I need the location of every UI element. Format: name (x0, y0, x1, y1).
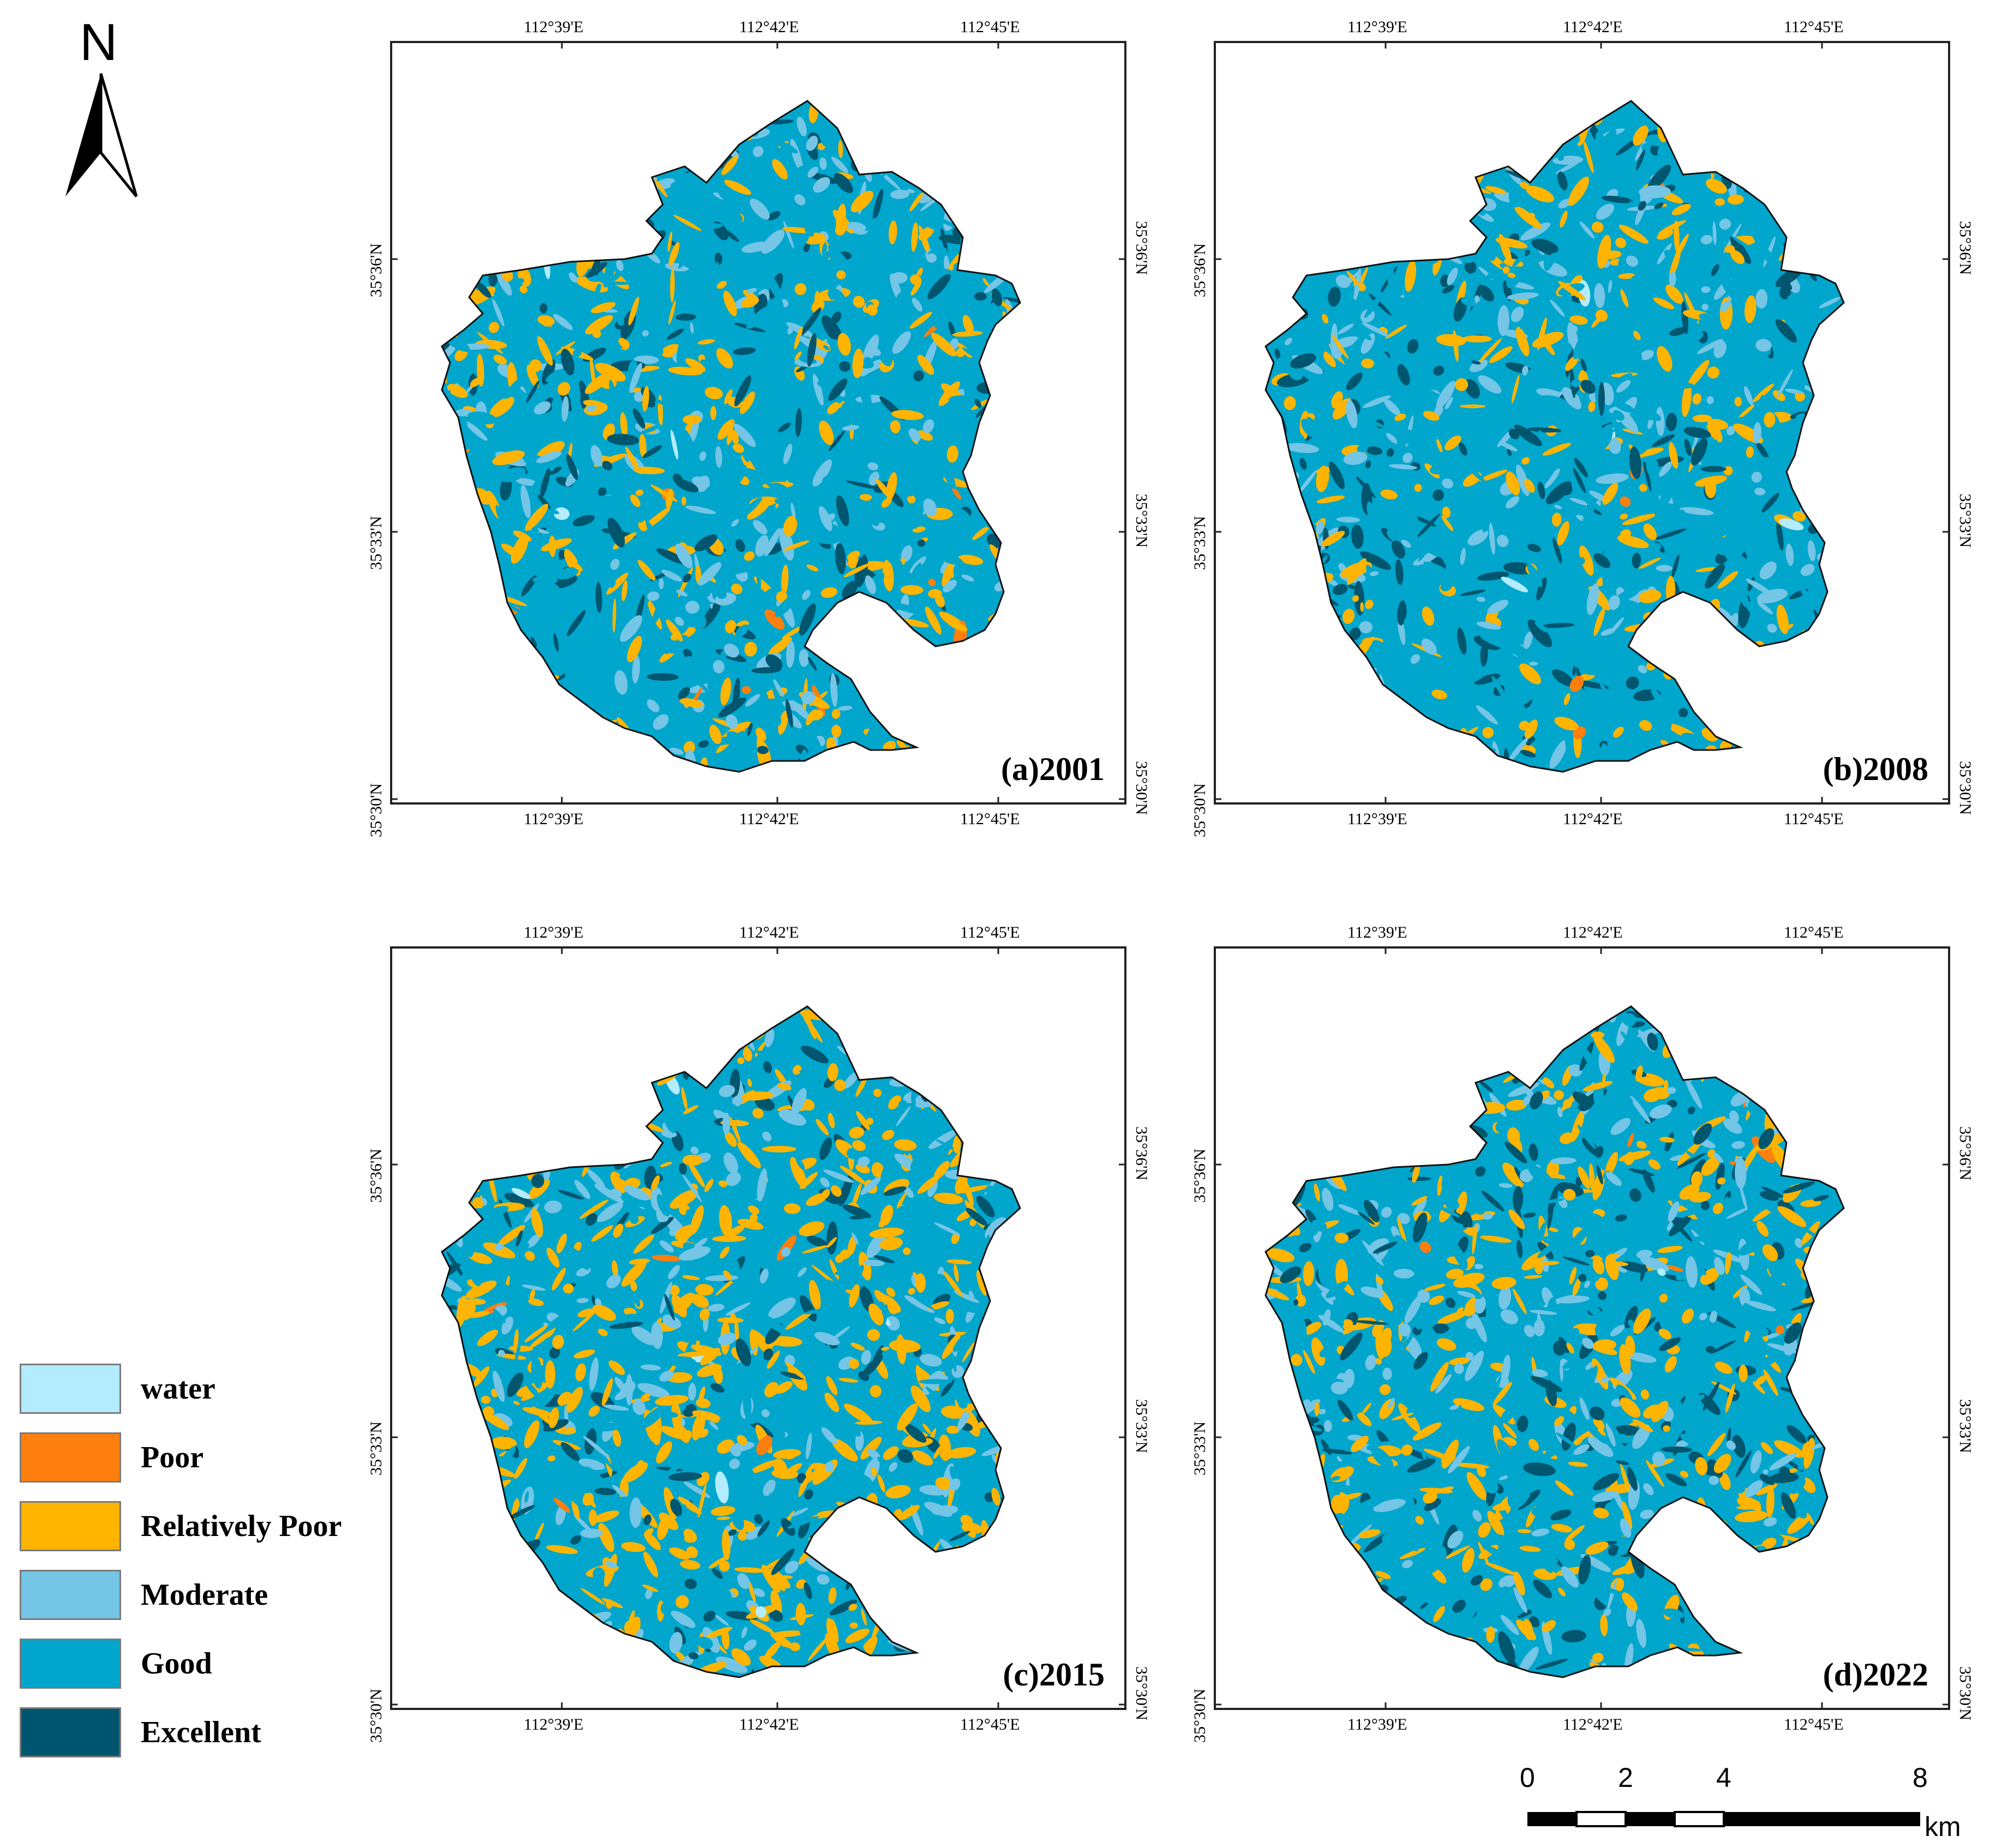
county-boundary (441, 1005, 1021, 1678)
latitude-tick-label: 35°33'N (1191, 1421, 1209, 1475)
ecological-quality-patches (442, 101, 1020, 772)
latitude-tick-label: 35°36'N (1132, 1126, 1150, 1181)
latitude-tick-label: 35°30'N (367, 783, 385, 837)
legend-item-moderate: Moderate (20, 1570, 412, 1622)
latitude-tick-label: 35°33'N (1132, 1399, 1150, 1454)
legend-swatch (20, 1432, 121, 1483)
panel-title: (a)2001 (1001, 751, 1105, 787)
latitude-tick-label: 35°33'N (1956, 1399, 1974, 1454)
ecological-quality-patches (442, 1006, 1020, 1677)
legend-item-water: water (20, 1364, 412, 1416)
scale-bar-graphic (1527, 1811, 1920, 1827)
legend-label: Excellent (141, 1715, 261, 1749)
longitude-tick-label: 112°39'E (1347, 810, 1407, 828)
latitude-tick-label: 35°33'N (1956, 494, 1974, 548)
legend-label: Poor (141, 1441, 204, 1474)
north-arrow-label: N (80, 13, 118, 71)
scale-tick-label: 2 (1618, 1762, 1633, 1793)
longitude-tick-label: 112°45'E (960, 810, 1020, 828)
latitude-tick-label: 35°30'N (1956, 1666, 1974, 1721)
longitude-tick-label: 112°42'E (739, 18, 799, 36)
longitude-tick-label: 112°39'E (1347, 18, 1407, 36)
legend-label: Moderate (141, 1578, 268, 1612)
latitude-tick-label: 35°30'N (1956, 761, 1974, 815)
longitude-tick-label: 112°42'E (739, 810, 799, 828)
latitude-tick-label: 35°30'N (1191, 783, 1209, 837)
map-raster (1214, 41, 1950, 805)
map-panel-2008: (b)2008 (1214, 41, 1950, 805)
map-panel-2001: (a)2001 (390, 41, 1126, 805)
longitude-tick-label: 112°39'E (524, 923, 584, 941)
longitude-tick-label: 112°42'E (1563, 923, 1623, 941)
latitude-tick-label: 35°36'N (1191, 1148, 1209, 1203)
north-arrow: N (55, 16, 147, 202)
legend-swatch (20, 1639, 121, 1689)
longitude-tick-label: 112°42'E (739, 1715, 799, 1733)
longitude-tick-label: 112°45'E (1784, 18, 1844, 36)
latitude-tick-label: 35°30'N (1132, 761, 1150, 815)
latitude-tick-label: 35°36'N (367, 1148, 385, 1203)
scale-tick-label: 4 (1716, 1762, 1731, 1793)
legend-item-relatively-poor: Relatively Poor (20, 1501, 412, 1553)
latitude-tick-label: 35°33'N (1132, 494, 1150, 548)
longitude-tick-label: 112°39'E (524, 810, 584, 828)
longitude-tick-label: 112°45'E (960, 1715, 1020, 1733)
longitude-tick-label: 112°39'E (524, 1715, 584, 1733)
longitude-tick-label: 112°45'E (1784, 923, 1844, 941)
county-boundary (1264, 100, 1845, 773)
longitude-tick-label: 112°39'E (1347, 1715, 1407, 1733)
latitude-tick-label: 35°30'N (1132, 1666, 1150, 1721)
longitude-tick-label: 112°39'E (524, 18, 584, 36)
longitude-tick-label: 112°45'E (960, 923, 1020, 941)
scale-tick-label: 8 (1913, 1762, 1928, 1793)
map-panel-2022: (d)2022 (1214, 946, 1950, 1710)
legend-item-excellent: Excellent (20, 1707, 412, 1760)
map-raster (390, 946, 1126, 1710)
legend-label: water (141, 1372, 215, 1406)
longitude-tick-label: 112°45'E (960, 18, 1020, 36)
map-panel-2015: (c)2015 (390, 946, 1126, 1710)
north-arrow-icon (65, 73, 138, 197)
scale-bar: 0 2 4 8 km (1520, 1762, 1961, 1844)
map-raster (1214, 946, 1950, 1710)
legend-item-good: Good (20, 1639, 412, 1691)
legend-swatch (20, 1707, 121, 1757)
panel-title: (b)2008 (1823, 751, 1928, 787)
latitude-tick-label: 35°36'N (1956, 1126, 1974, 1181)
latitude-tick-label: 35°36'N (1132, 221, 1150, 275)
longitude-tick-label: 112°45'E (1784, 810, 1844, 828)
ecological-quality-patches (1266, 101, 1844, 772)
longitude-tick-label: 112°42'E (1563, 1715, 1623, 1733)
legend-label: Relatively Poor (141, 1509, 342, 1543)
scale-tick-label: 0 (1520, 1762, 1535, 1793)
county-boundary (1264, 1005, 1845, 1678)
legend-item-poor: Poor (20, 1432, 412, 1485)
latitude-tick-label: 35°36'N (1191, 243, 1209, 297)
latitude-tick-label: 35°33'N (1191, 515, 1209, 570)
legend-swatch (20, 1501, 121, 1551)
legend-swatch (20, 1570, 121, 1620)
panel-title: (c)2015 (1003, 1657, 1105, 1693)
legend-swatch (20, 1364, 121, 1414)
longitude-tick-label: 112°42'E (1563, 810, 1623, 828)
longitude-tick-label: 112°42'E (1563, 18, 1623, 36)
longitude-tick-label: 112°45'E (1784, 1715, 1844, 1733)
panel-title: (d)2022 (1823, 1657, 1928, 1693)
longitude-tick-label: 112°39'E (1347, 923, 1407, 941)
latitude-tick-label: 35°36'N (1956, 221, 1974, 275)
latitude-tick-label: 35°30'N (1191, 1688, 1209, 1743)
county-boundary (441, 100, 1021, 773)
legend-label: Good (141, 1647, 212, 1681)
longitude-tick-label: 112°42'E (739, 923, 799, 941)
latitude-tick-label: 35°33'N (367, 515, 385, 570)
scale-unit-label: km (1925, 1811, 1961, 1842)
ecological-quality-patches (1266, 1006, 1844, 1677)
latitude-tick-label: 35°36'N (367, 243, 385, 297)
map-raster (390, 41, 1126, 805)
